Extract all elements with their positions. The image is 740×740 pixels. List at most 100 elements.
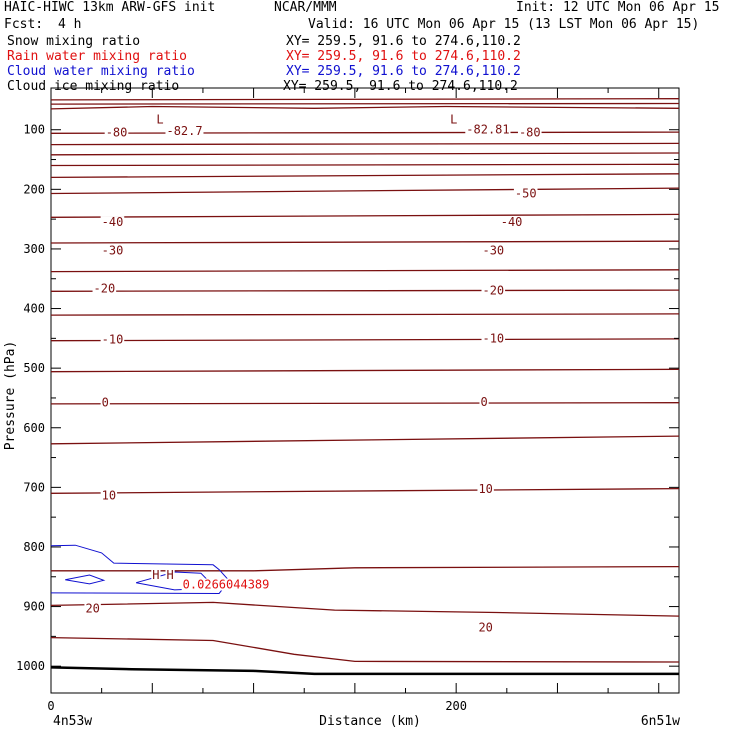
contour-label-bg-16	[479, 396, 489, 409]
contour-label-8: -40	[501, 215, 523, 229]
contour-label-17: 10	[102, 489, 116, 503]
y-tick-label-400: 400	[23, 302, 45, 316]
contour-label-20: 20	[478, 620, 492, 634]
temperature-contour-18	[50, 487, 680, 494]
y-axis-title: Pressure (hPa)	[3, 341, 18, 451]
fcst-value: 4 h	[58, 17, 82, 32]
contour-label-4: L	[156, 113, 163, 127]
contour-label-bg-1	[517, 126, 542, 139]
temperature-contour-3	[50, 131, 680, 134]
temperature-contour-0	[50, 98, 680, 101]
field-name-rain: Rain water mixing ratio	[7, 49, 188, 64]
contour-label-22: H	[166, 568, 173, 582]
contour-label-bg-4	[155, 113, 165, 126]
contour-label-bg-7	[100, 216, 125, 229]
valid-time: Valid: 16 UTC Mon 06 Apr 15 (13 LST Mon …	[308, 17, 700, 32]
terrain-line	[50, 666, 679, 676]
init-time: Init: 12 UTC Mon 06 Apr 15	[516, 0, 720, 15]
contour-label-bg-5	[449, 113, 459, 126]
temperature-contour-13	[50, 313, 680, 316]
x-endpoint-left: 4n53w	[53, 714, 92, 729]
contour-label-5: L	[450, 113, 457, 127]
field-name-cloud-water: Cloud water mixing ratio	[7, 64, 195, 79]
temperature-contour-2	[50, 105, 680, 110]
fcst-label: Fcst:	[4, 17, 44, 32]
contour-label-bg-11	[92, 282, 117, 295]
temperature-contour-11	[50, 269, 680, 273]
contour-label-bg-20	[477, 621, 494, 634]
temperature-contour-12	[50, 289, 680, 292]
cloud-water-contour-1	[65, 574, 106, 585]
contour-label-bg-8	[499, 216, 524, 229]
contour-label-bg-2	[165, 124, 204, 137]
contour-label-bg-3	[465, 123, 511, 136]
contour-label-19: 20	[85, 601, 99, 615]
contour-label-14: -10	[482, 331, 504, 345]
contour-label-21: H	[152, 568, 159, 582]
contour-label-bg-0	[104, 126, 129, 139]
contour-label-bg-21	[151, 568, 161, 581]
contour-label-12: -20	[482, 284, 504, 298]
temperature-contour-9	[50, 213, 680, 218]
contour-label-bg-13	[100, 333, 125, 346]
contour-label-bg-18	[477, 483, 494, 496]
temperature-contour-17	[50, 435, 680, 445]
x-axis-title: Distance (km)	[319, 714, 421, 729]
contour-label-3: -82.81	[466, 123, 509, 137]
temperature-contour-10	[50, 240, 680, 244]
temperature-contour-14	[50, 338, 680, 342]
contour-label-9: -30	[102, 244, 124, 258]
x-tick-label-0: 0	[47, 699, 54, 713]
temperature-contour-5	[50, 152, 680, 156]
field-xy-rain: XY= 259.5, 91.6 to 274.6,110.2	[286, 49, 521, 64]
field-name-snow: Snow mixing ratio	[7, 34, 141, 49]
y-tick-label-500: 500	[23, 361, 45, 375]
y-tick-label-200: 200	[23, 182, 45, 196]
field-xy-cloud-water: XY= 259.5, 91.6 to 274.6,110.2	[286, 64, 521, 79]
plot-frame	[50, 87, 680, 694]
temperature-contour-15	[50, 368, 680, 373]
contour-label-bg-6	[513, 187, 538, 200]
contour-label-0: -80	[106, 126, 128, 140]
contour-label-6: -50	[515, 187, 537, 201]
contour-label-bg-10	[481, 244, 506, 257]
contour-label-bg-15	[100, 396, 110, 409]
x-endpoint-right: 6n51w	[641, 714, 680, 729]
contour-label-23: 0.0266044389	[183, 578, 270, 592]
contour-label-bg-19	[84, 602, 101, 615]
y-tick-label-900: 900	[23, 600, 45, 614]
contour-label-bg-22	[165, 568, 175, 581]
y-tick-label-100: 100	[23, 123, 45, 137]
temperature-contour-21	[50, 636, 680, 663]
temperature-contour-19	[51, 565, 680, 572]
temperature-contour-7	[50, 173, 680, 179]
org-label: NCAR/MMM	[274, 0, 337, 15]
contour-label-7: -40	[102, 215, 124, 229]
field-name-cloud-ice: Cloud ice mixing ratio	[7, 79, 180, 94]
temperature-contour-8	[50, 187, 680, 195]
contour-label-13: -10	[102, 333, 124, 347]
x-tick-label-200: 200	[445, 699, 467, 713]
temperature-contour-20	[50, 601, 680, 617]
contour-label-11: -20	[94, 281, 116, 295]
contour-label-2: -82.7	[166, 124, 202, 138]
contour-label-18: 10	[478, 482, 492, 496]
temperature-contour-1	[50, 102, 680, 105]
temperature-contour-4	[50, 142, 680, 146]
contour-label-bg-23	[181, 578, 271, 591]
y-tick-label-800: 800	[23, 540, 45, 554]
y-tick-label-700: 700	[23, 480, 45, 494]
y-tick-label-300: 300	[23, 242, 45, 256]
contour-label-10: -30	[482, 244, 504, 258]
y-tick-label-600: 600	[23, 421, 45, 435]
temperature-contour-16	[50, 402, 680, 405]
temperature-contour-6	[50, 163, 680, 167]
contour-label-bg-17	[100, 489, 118, 502]
model-title: HAIC-HIWC 13km ARW-GFS init	[4, 0, 216, 15]
field-xy-cloud-ice: XY= 259.5, 91.6 to 274.6,110.2	[283, 79, 518, 94]
contour-label-15: 0	[102, 396, 109, 410]
contour-label-bg-9	[100, 244, 125, 257]
contour-label-16: 0	[480, 395, 487, 409]
contour-label-1: -80	[519, 126, 541, 140]
